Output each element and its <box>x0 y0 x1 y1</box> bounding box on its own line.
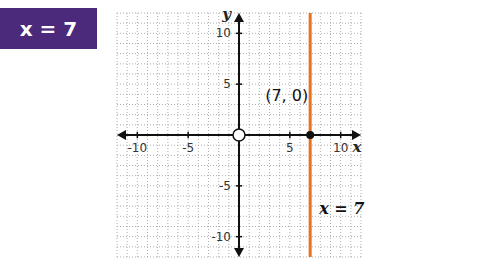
svg-text:10: 10 <box>333 141 348 155</box>
svg-text:5: 5 <box>223 77 231 91</box>
svg-text:-5: -5 <box>219 179 231 193</box>
svg-text:x: x <box>352 138 363 156</box>
html-text:x = 7: x = 7 <box>19 16 78 41</box>
svg-text:-5: -5 <box>182 141 194 155</box>
svg-text:y: y <box>221 5 232 23</box>
svg-text:(7, 0): (7, 0) <box>265 86 308 105</box>
svg-text:-10: -10 <box>211 230 231 244</box>
svg-text:10: 10 <box>216 26 231 40</box>
svg-text:-10: -10 <box>128 141 148 155</box>
svg-text:x = 7: x = 7 <box>318 199 364 218</box>
svg-text:5: 5 <box>286 141 294 155</box>
